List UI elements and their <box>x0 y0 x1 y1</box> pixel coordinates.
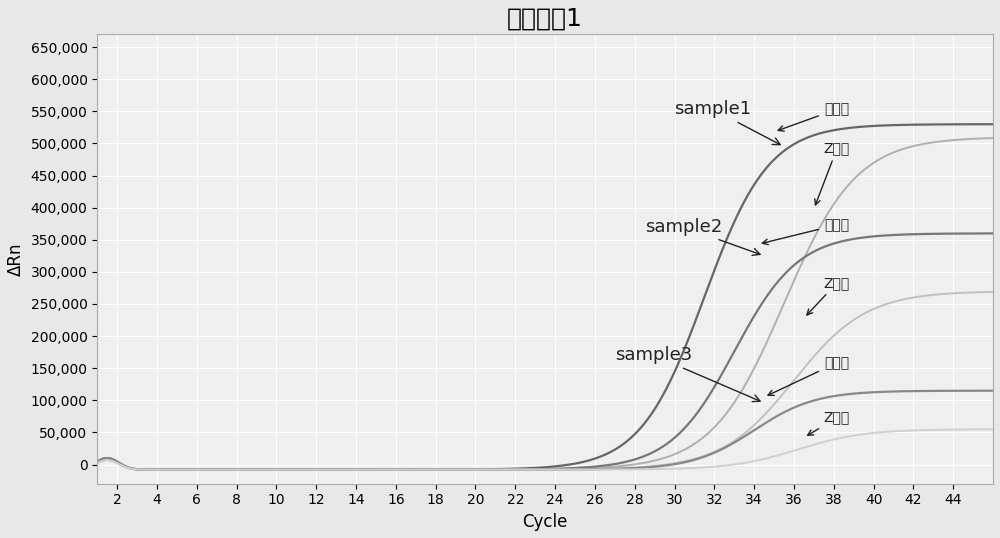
Text: sample3: sample3 <box>615 346 760 402</box>
Text: Z品牌: Z品牌 <box>807 276 850 315</box>
X-axis label: Cycle: Cycle <box>522 513 568 531</box>
Text: Z品牌: Z品牌 <box>808 410 850 435</box>
Title: 目标基因1: 目标基因1 <box>507 7 583 31</box>
Y-axis label: ΔRn: ΔRn <box>7 242 25 276</box>
Text: 本发明: 本发明 <box>762 218 849 245</box>
Text: sample2: sample2 <box>645 218 760 256</box>
Text: 本发明: 本发明 <box>778 102 849 131</box>
Text: Z品牌: Z品牌 <box>815 141 850 205</box>
Text: sample1: sample1 <box>675 101 780 145</box>
Text: 本发明: 本发明 <box>768 356 849 395</box>
